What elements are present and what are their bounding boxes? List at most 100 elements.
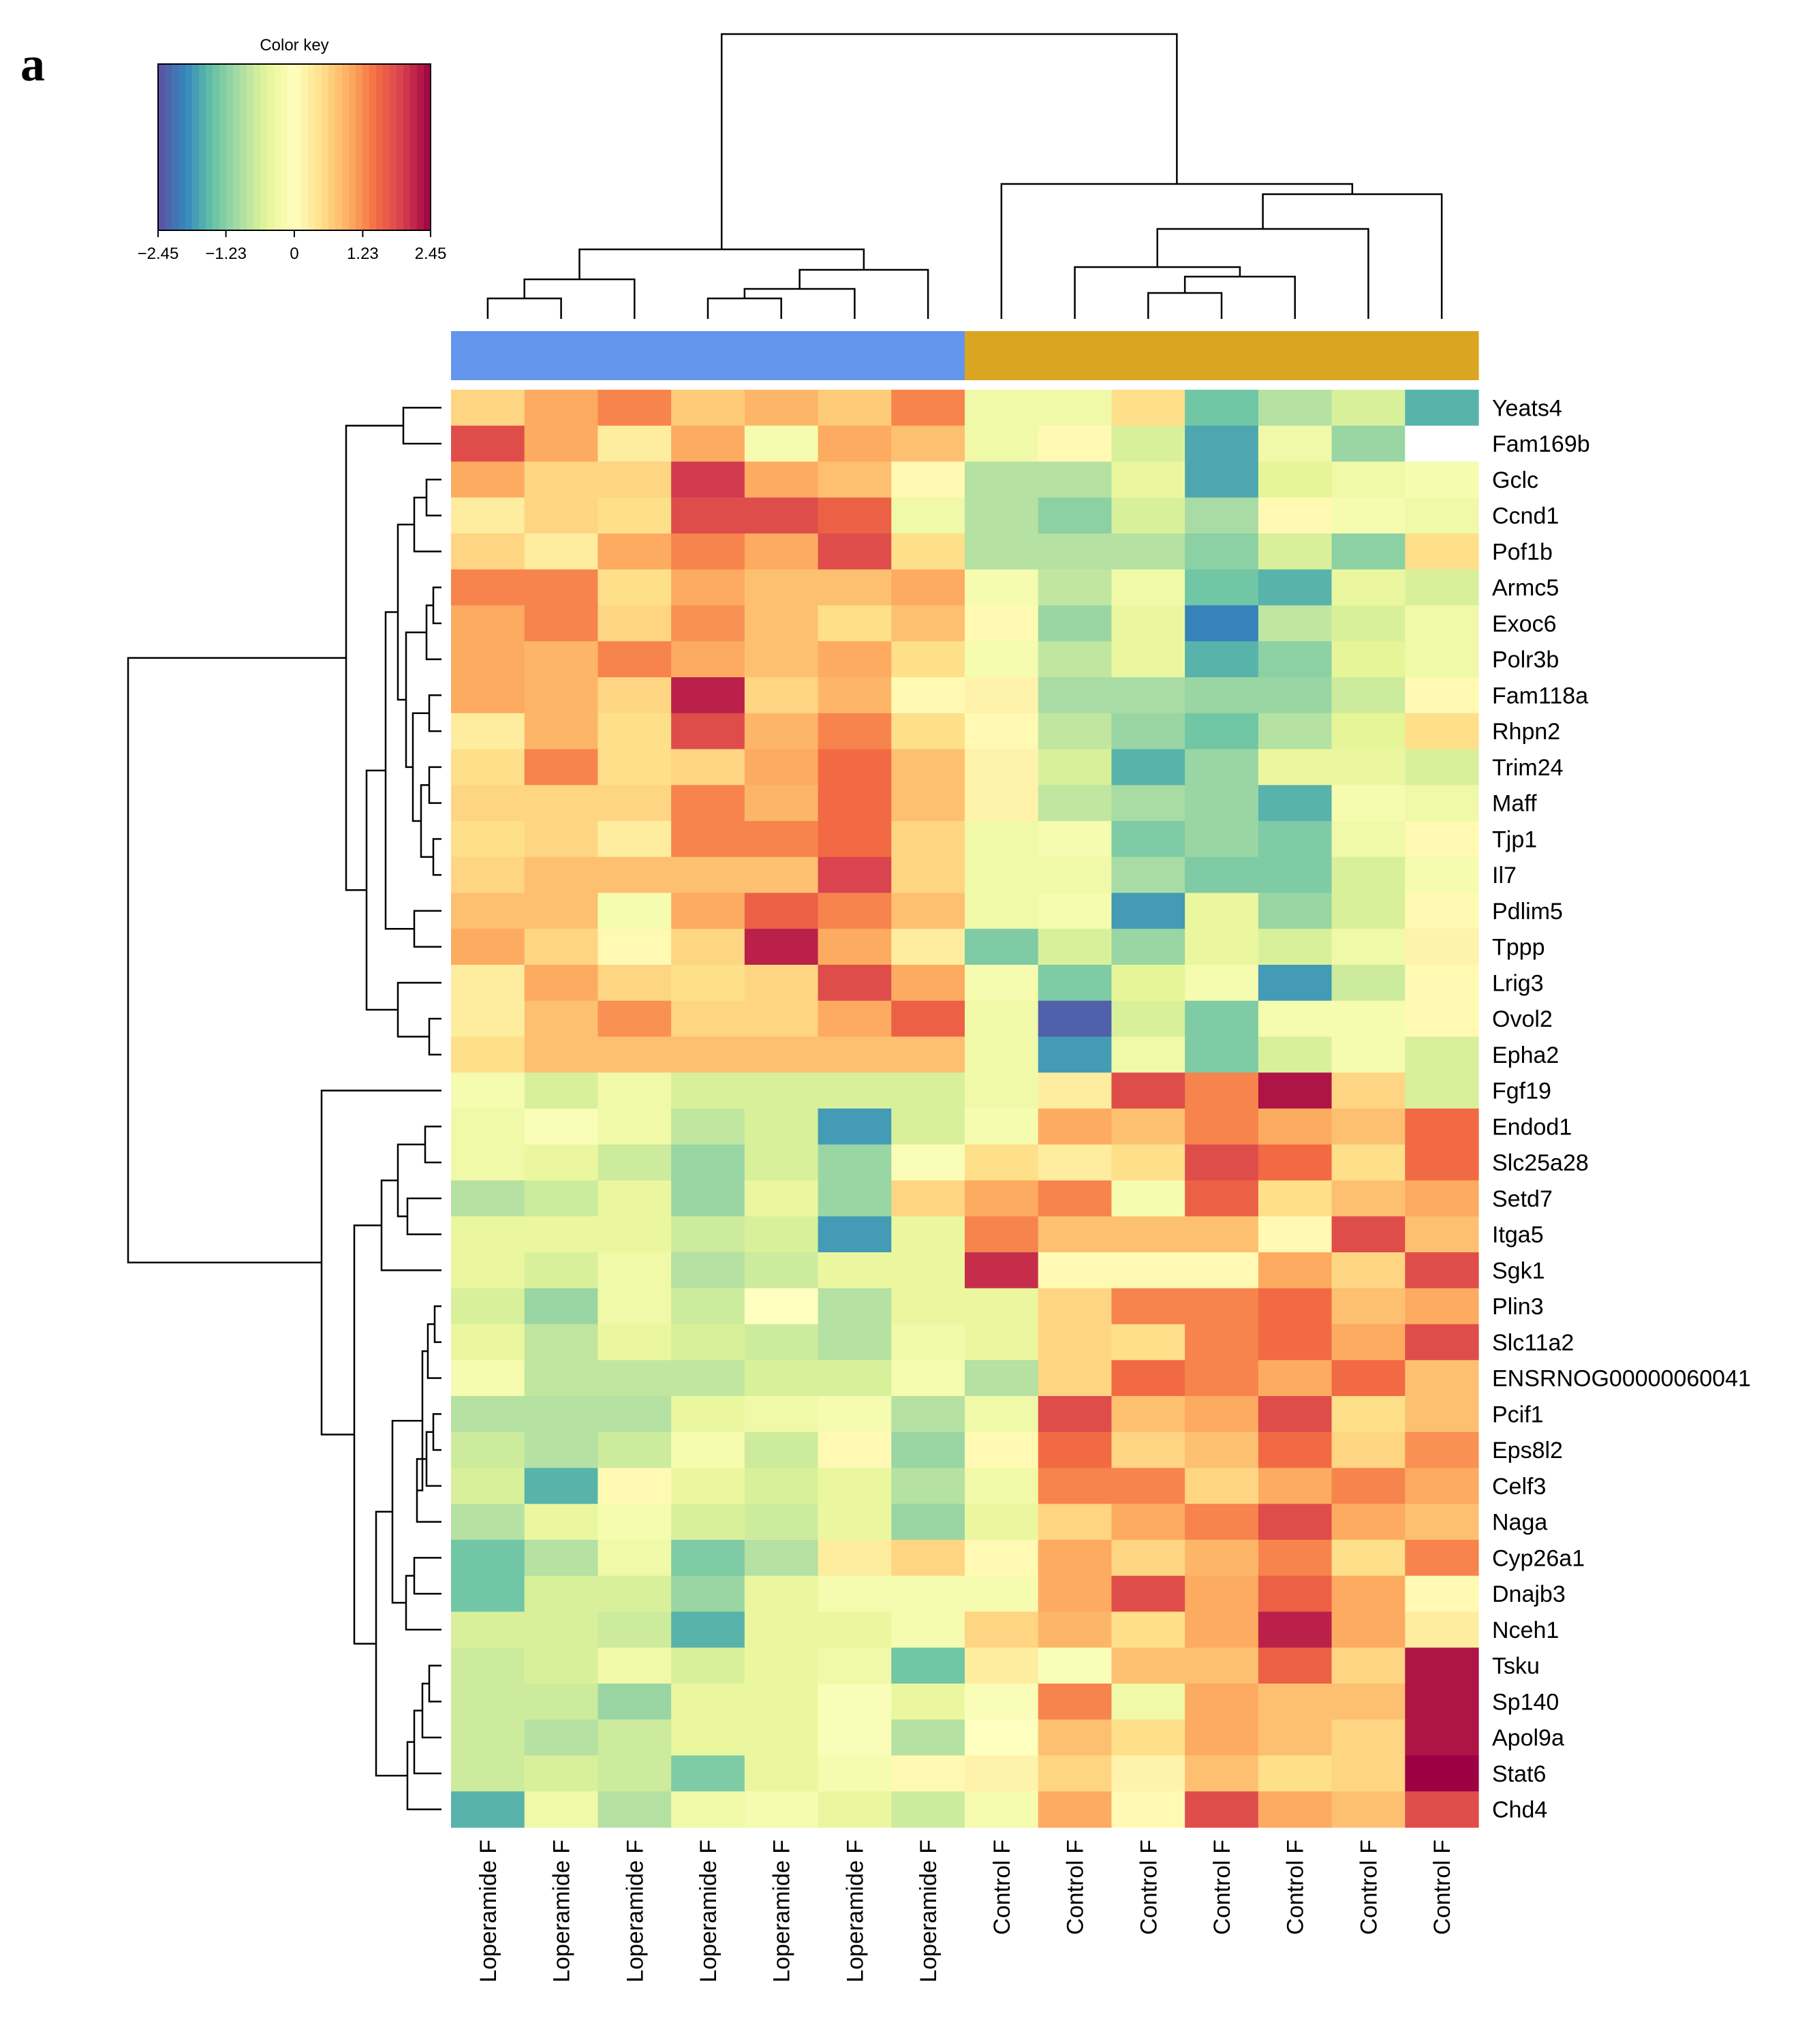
heatmap-cell (891, 1755, 965, 1792)
color-key-step (376, 64, 384, 230)
row-dendrogram (127, 407, 441, 1810)
column-label: Control F (1136, 1840, 1162, 1935)
heatmap-cell (524, 1468, 599, 1504)
heatmap-cell (1405, 1036, 1479, 1073)
heatmap-cell (818, 1647, 892, 1684)
heatmap-cell (598, 1288, 672, 1325)
color-key-step (424, 64, 431, 230)
heatmap-cell (744, 1288, 819, 1325)
heatmap-cell (598, 713, 672, 750)
heatmap-cell (965, 461, 1039, 498)
heatmap-cell (598, 461, 672, 498)
row-label: Chd4 (1492, 1797, 1547, 1823)
heatmap-cell (524, 749, 599, 786)
heatmap-cell (965, 1252, 1039, 1289)
heatmap-cell (818, 1396, 892, 1433)
dendrogram-link (428, 1017, 441, 1056)
heatmap-cell (1258, 785, 1333, 822)
heatmap-cell (1038, 1072, 1113, 1109)
heatmap-cell (965, 1719, 1039, 1756)
heatmap-cell (451, 1252, 525, 1289)
heatmap-cell (818, 893, 892, 929)
heatmap-cell (451, 965, 525, 1002)
color-key-step (356, 64, 363, 230)
heatmap-cell (965, 641, 1039, 678)
heatmap-cell (1405, 893, 1479, 929)
heatmap-cell (1258, 1036, 1333, 1073)
heatmap-cell (451, 1216, 525, 1253)
heatmap-cell (1331, 1036, 1406, 1073)
dendrogram-link (1000, 183, 1354, 319)
heatmap-cell (1111, 605, 1185, 642)
heatmap-cell (1331, 1216, 1406, 1253)
heatmap-cell (744, 1611, 819, 1648)
heatmap-cell (1111, 785, 1185, 822)
dendrogram-link (424, 1126, 441, 1164)
group-color-cell (598, 331, 672, 380)
color-key-step (260, 64, 268, 230)
heatmap-cell (671, 893, 745, 929)
column-label: Control F (1283, 1840, 1309, 1935)
heatmap-cell (1111, 1647, 1185, 1684)
heatmap-cell (1111, 1216, 1185, 1253)
heatmap-cell (671, 390, 745, 427)
heatmap-cell (451, 461, 525, 498)
heatmap-cell (891, 1431, 965, 1469)
heatmap-cell (818, 1288, 892, 1325)
heatmap-cell (671, 605, 745, 642)
heatmap-cell (1185, 677, 1259, 714)
heatmap-cell (598, 1755, 672, 1792)
heatmap-cell (1405, 929, 1479, 965)
heatmap-cell (744, 1468, 819, 1504)
row-label: Itga5 (1492, 1222, 1544, 1248)
heatmap-cell (965, 1504, 1039, 1540)
heatmap-cell (1258, 1504, 1333, 1540)
heatmap-cell (1185, 965, 1259, 1002)
row-label: Ccnd1 (1492, 504, 1559, 529)
row-label: Ovol2 (1492, 1006, 1553, 1032)
color-key-step (322, 64, 329, 230)
heatmap-cell (1038, 1180, 1113, 1217)
row-label: Trim24 (1492, 755, 1564, 781)
heatmap-cell (965, 1144, 1039, 1181)
dendrogram-link (432, 838, 441, 876)
column-label: Loperamide F (622, 1840, 648, 1983)
heatmap-cell (1038, 1216, 1113, 1253)
heatmap-cell (891, 1647, 965, 1684)
dendrogram-link (432, 1413, 441, 1451)
heatmap-cell (1111, 641, 1185, 678)
heatmap-cell (524, 677, 599, 714)
heatmap-cell (598, 569, 672, 606)
color-key-step (219, 64, 227, 230)
heatmap-cell (1111, 1288, 1185, 1325)
color-key-step (199, 64, 206, 230)
dendrogram-link (428, 694, 441, 732)
heatmap-cell (1331, 856, 1406, 894)
dendrogram-link (1262, 193, 1443, 319)
heatmap-cell (818, 1431, 892, 1469)
heatmap-cell (671, 1755, 745, 1792)
color-key-step (165, 64, 172, 230)
heatmap-cell (1405, 1180, 1479, 1217)
heatmap-cell (965, 821, 1039, 858)
heatmap-cell (451, 1288, 525, 1325)
heatmap-cell (1038, 1504, 1113, 1540)
heatmap-cell (1405, 1431, 1479, 1469)
color-key-step (328, 64, 336, 230)
heatmap-cell (598, 965, 672, 1002)
heatmap-cell (1111, 821, 1185, 858)
heatmap-cell (1111, 569, 1185, 606)
heatmap-cell (1185, 1252, 1259, 1289)
heatmap-cell (598, 749, 672, 786)
heatmap-cell (891, 713, 965, 750)
row-label: Gclc (1492, 467, 1538, 493)
color-key-step (281, 64, 288, 230)
group-color-cell (1405, 331, 1479, 380)
heatmap-cell (1405, 497, 1479, 534)
dendrogram-link (345, 424, 403, 891)
dendrogram-link (798, 268, 929, 319)
heatmap-cell (1185, 1647, 1259, 1684)
color-key-tick-label: 1.23 (347, 245, 379, 263)
heatmap-cell (744, 929, 819, 965)
color-key-tick-label: 0 (290, 245, 298, 263)
